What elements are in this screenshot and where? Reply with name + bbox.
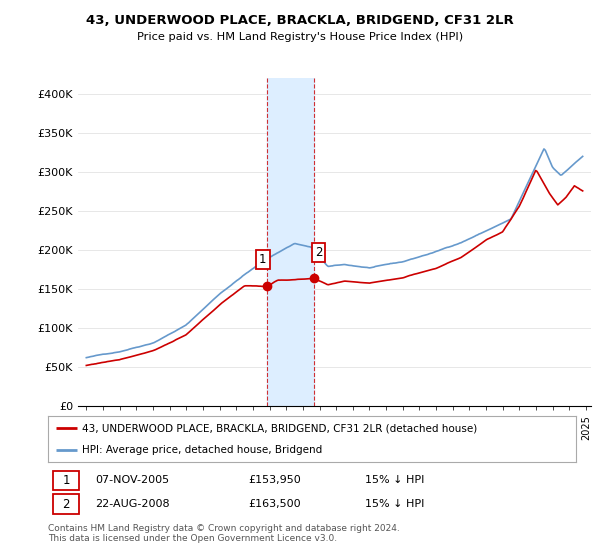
Text: £163,500: £163,500 [248,499,301,509]
Text: Price paid vs. HM Land Registry's House Price Index (HPI): Price paid vs. HM Land Registry's House … [137,32,463,43]
FancyBboxPatch shape [53,470,79,490]
Text: 07-NOV-2005: 07-NOV-2005 [95,475,170,486]
Text: 2: 2 [315,246,322,259]
Text: £153,950: £153,950 [248,475,301,486]
Text: HPI: Average price, detached house, Bridgend: HPI: Average price, detached house, Brid… [82,445,323,455]
Text: Contains HM Land Registry data © Crown copyright and database right 2024.
This d: Contains HM Land Registry data © Crown c… [48,524,400,543]
Text: 43, UNDERWOOD PLACE, BRACKLA, BRIDGEND, CF31 2LR (detached house): 43, UNDERWOOD PLACE, BRACKLA, BRIDGEND, … [82,423,478,433]
Text: 1: 1 [259,254,266,267]
Bar [267,78,314,406]
Text: 22-AUG-2008: 22-AUG-2008 [95,499,170,509]
Text: 15% ↓ HPI: 15% ↓ HPI [365,475,424,486]
FancyBboxPatch shape [53,494,79,514]
Text: 2: 2 [62,498,70,511]
Text: 43, UNDERWOOD PLACE, BRACKLA, BRIDGEND, CF31 2LR: 43, UNDERWOOD PLACE, BRACKLA, BRIDGEND, … [86,14,514,27]
Text: 15% ↓ HPI: 15% ↓ HPI [365,499,424,509]
Text: 1: 1 [62,474,70,487]
